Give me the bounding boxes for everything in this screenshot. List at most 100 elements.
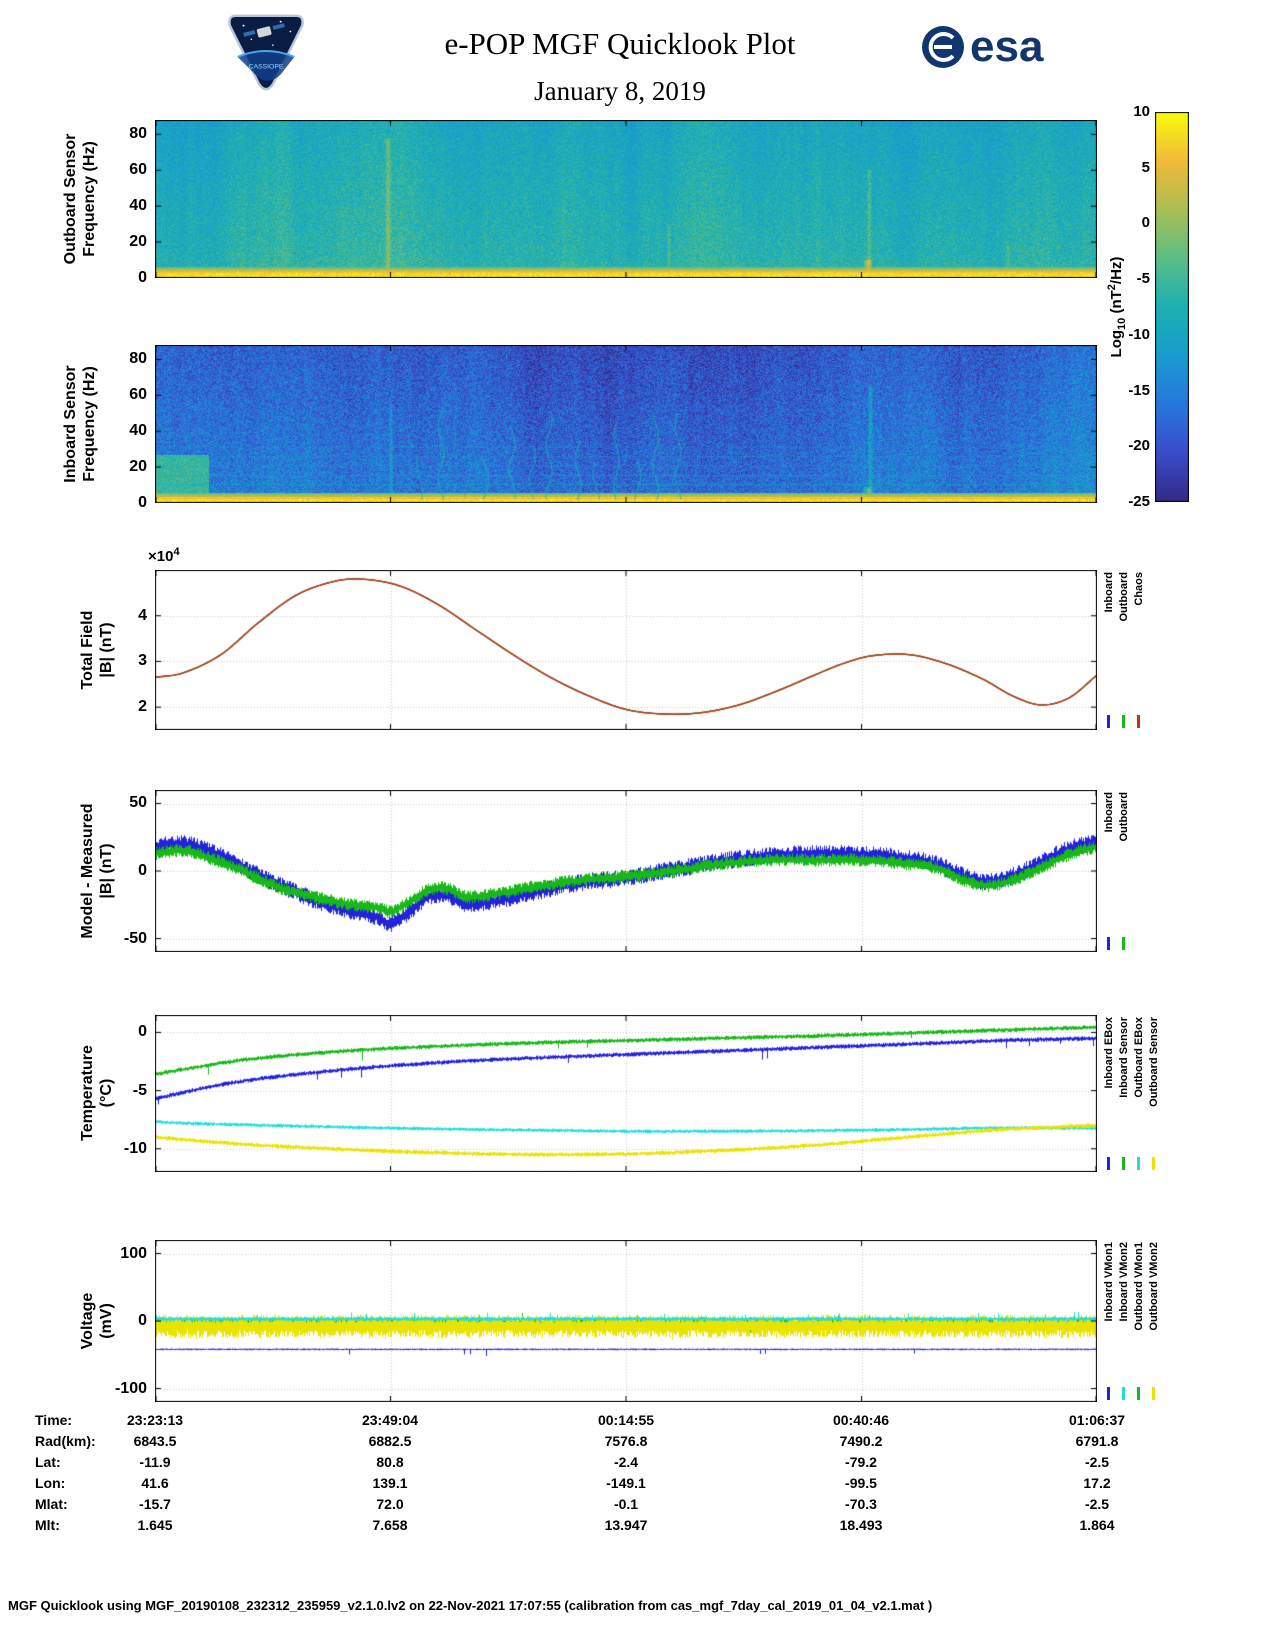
- cell: -11.9: [139, 1454, 171, 1470]
- cell: 6843.5: [133, 1433, 177, 1449]
- cell: 41.6: [141, 1475, 169, 1491]
- table-row-lat: Lat: -11.9 80.8 -2.4 -79.2 -2.5: [0, 1454, 1275, 1474]
- cell: 18.493: [839, 1517, 883, 1533]
- legend-color-dash: [1152, 1157, 1155, 1170]
- row-label: Rad(km):: [35, 1433, 96, 1449]
- temperature-canvas: [155, 1015, 1097, 1172]
- cell: 6791.8: [1075, 1433, 1119, 1449]
- cell: 17.2: [1083, 1475, 1111, 1491]
- legend-color-dash: [1122, 937, 1125, 950]
- legend-label: Outboard Sensor: [1147, 1017, 1160, 1107]
- cell: 7.658: [372, 1517, 408, 1533]
- voltage-canvas: [155, 1240, 1097, 1402]
- colorbar-tick: -25: [1128, 493, 1150, 510]
- legend-color-dash: [1107, 715, 1110, 728]
- legend-label: Outboard EBox: [1132, 1017, 1145, 1098]
- cell: 00:40:46: [832, 1412, 890, 1428]
- cell: 80.8: [376, 1454, 404, 1470]
- colorbar-tick: -10: [1128, 326, 1150, 343]
- colorbar-tick: -15: [1128, 382, 1150, 399]
- legend-color-dash: [1122, 1387, 1125, 1400]
- cell: -79.2: [845, 1454, 877, 1470]
- cell: -149.1: [606, 1475, 646, 1491]
- total-field-ylabel: Total Field |B| (nT): [79, 610, 115, 690]
- esa-wordmark: esa: [970, 22, 1044, 71]
- cell: 1.864: [1079, 1517, 1115, 1533]
- cell: 01:06:37: [1068, 1412, 1126, 1428]
- page-title: e-POP MGF Quicklook Plot: [444, 26, 796, 61]
- temperature-legend: Inboard EBox Inboard Sensor Outboard EBo…: [1102, 1017, 1160, 1170]
- legend-label: Chaos: [1132, 572, 1145, 606]
- footer-note: MGF Quicklook using MGF_20190108_232312_…: [8, 1598, 933, 1613]
- legend-color-dash: [1137, 1387, 1140, 1400]
- legend-label: Outboard VMon1: [1132, 1242, 1145, 1331]
- exponent-label: ×104: [148, 546, 180, 565]
- row-label: Mlat:: [35, 1496, 68, 1512]
- legend-label: Outboard: [1117, 572, 1130, 622]
- outboard-spectrogram-canvas: [155, 120, 1097, 278]
- legend-color-dash: [1122, 1157, 1125, 1170]
- legend-color-dash: [1107, 937, 1110, 950]
- legend-label: Inboard: [1102, 572, 1115, 613]
- ytick: 0: [138, 494, 147, 511]
- table-row-mlt: Mlt: 1.645 7.658 13.947 18.493 1.864: [0, 1517, 1275, 1537]
- colorbar-tick: -5: [1136, 270, 1150, 287]
- colorbar-tick: 0: [1141, 214, 1150, 231]
- row-label: Lat:: [35, 1454, 61, 1470]
- ytick: -10: [123, 1140, 147, 1157]
- cell: 13.947: [604, 1517, 648, 1533]
- ytick: -100: [114, 1380, 147, 1397]
- legend-label: Outboard VMon2: [1147, 1242, 1160, 1331]
- ytick: 0: [138, 1023, 147, 1040]
- patch-earth: [237, 51, 295, 81]
- ytick: 0: [138, 1312, 147, 1329]
- legend-label: Inboard EBox: [1102, 1017, 1115, 1089]
- esa-logo: esa: [920, 24, 1043, 70]
- total-field-legend: Inboard Outboard Chaos: [1102, 572, 1145, 728]
- legend-color-dash: [1152, 1387, 1155, 1400]
- page-subtitle: January 8, 2019: [534, 76, 706, 106]
- table-row-rad: Rad(km): 6843.5 6882.5 7576.8 7490.2 679…: [0, 1433, 1275, 1453]
- inboard-spectrogram-ylabel: Inboard Sensor Frequency (Hz): [62, 365, 98, 483]
- ytick: 80: [129, 350, 147, 367]
- cell: 6882.5: [368, 1433, 412, 1449]
- ytick: -5: [132, 1082, 147, 1099]
- ytick: 80: [129, 125, 147, 142]
- ytick: 4: [138, 607, 147, 624]
- total-field-canvas: [155, 570, 1097, 730]
- cell: -2.4: [613, 1454, 639, 1470]
- colorbar: [1155, 112, 1189, 502]
- legend-label: Inboard: [1102, 792, 1115, 833]
- ytick: -50: [123, 930, 147, 947]
- row-label: Lon:: [35, 1475, 66, 1491]
- legend-label: Outboard: [1117, 792, 1130, 842]
- ytick: 20: [129, 233, 147, 250]
- cell: 139.1: [372, 1475, 408, 1491]
- cell: 00:14:55: [597, 1412, 655, 1428]
- ytick: 0: [138, 862, 147, 879]
- colorbar-tick: -20: [1128, 437, 1150, 454]
- ytick: 60: [129, 386, 147, 403]
- cell: 1.645: [137, 1517, 173, 1533]
- ytick: 100: [120, 1245, 147, 1262]
- cell: -70.3: [845, 1496, 877, 1512]
- legend-color-dash: [1137, 1157, 1140, 1170]
- legend-color-dash: [1107, 1387, 1110, 1400]
- row-label: Time:: [35, 1412, 73, 1428]
- cell: -2.5: [1084, 1454, 1110, 1470]
- cell: -2.5: [1084, 1496, 1110, 1512]
- cell: -15.7: [139, 1496, 171, 1512]
- legend-color-dash: [1122, 715, 1125, 728]
- colorbar-tick: 10: [1133, 103, 1150, 120]
- ytick: 0: [138, 269, 147, 286]
- ytick: 3: [138, 652, 147, 669]
- patch-satellite-icon: [256, 26, 272, 38]
- cell: -0.1: [613, 1496, 639, 1512]
- ytick: 20: [129, 458, 147, 475]
- row-label: Mlt:: [35, 1517, 60, 1533]
- model-measured-canvas: [155, 790, 1097, 952]
- voltage-legend: Inboard VMon1 Inboard VMon2 Outboard VMo…: [1102, 1242, 1160, 1400]
- ytick: 40: [129, 197, 147, 214]
- cell: 7490.2: [839, 1433, 883, 1449]
- legend-color-dash: [1107, 1157, 1110, 1170]
